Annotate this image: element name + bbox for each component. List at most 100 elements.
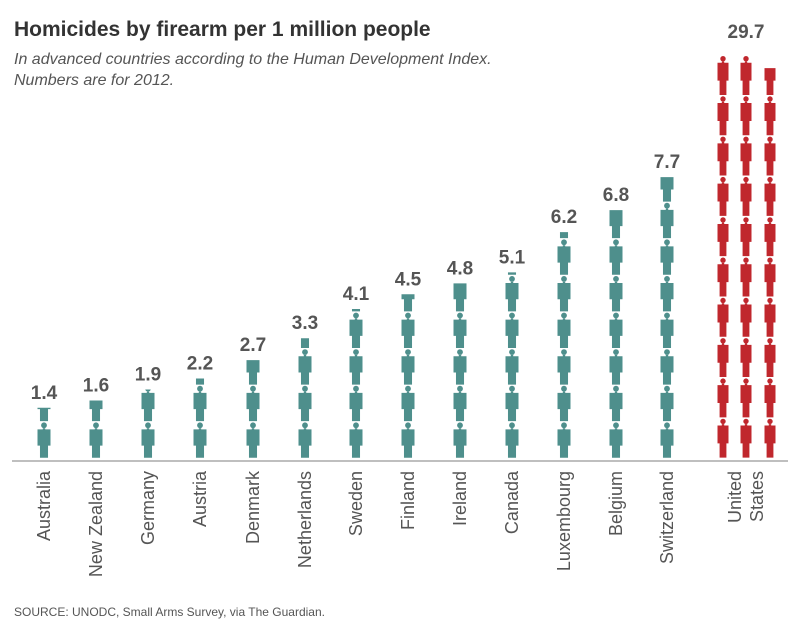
icon-canada-0 bbox=[505, 422, 519, 458]
icon-ireland-1 bbox=[453, 385, 467, 422]
icon-denmark-partial bbox=[246, 360, 260, 385]
icon-switzerland-5 bbox=[660, 239, 674, 275]
icon-finland-1 bbox=[401, 385, 415, 422]
icon-australia-0 bbox=[37, 422, 51, 458]
category-label-netherlands: Netherlands bbox=[295, 471, 315, 568]
bar-austria bbox=[193, 378, 207, 458]
value-label-canada: 5.1 bbox=[499, 247, 526, 268]
icon-us-c1-8 bbox=[740, 96, 752, 136]
category-label-new-zealand: New Zealand bbox=[86, 471, 106, 577]
icon-us-c1-2 bbox=[740, 338, 752, 378]
chart-subtitle-line-2: Numbers are for 2012. bbox=[14, 72, 174, 89]
chart-title: Homicides by firearm per 1 million peopl… bbox=[14, 18, 431, 41]
bar-sweden bbox=[349, 308, 363, 458]
bar-luxembourg bbox=[557, 232, 571, 458]
icon-us-c1-4 bbox=[740, 257, 752, 297]
icon-luxembourg-3 bbox=[557, 312, 571, 348]
icon-ireland-3 bbox=[453, 312, 467, 348]
bar-switzerland bbox=[660, 177, 674, 458]
value-label-germany: 1.9 bbox=[135, 364, 161, 385]
bar-united-states bbox=[717, 56, 776, 458]
icon-belgium-4 bbox=[609, 276, 623, 312]
icon-us-c0-8 bbox=[717, 96, 729, 136]
value-label-netherlands: 3.3 bbox=[292, 313, 318, 334]
icon-sweden-partial bbox=[351, 308, 361, 312]
value-label-belgium: 6.8 bbox=[603, 185, 629, 206]
category-label-germany: Germany bbox=[138, 471, 158, 545]
icon-us-c0-7 bbox=[717, 136, 729, 176]
icon-sweden-2 bbox=[349, 349, 363, 385]
icon-us-c1-9 bbox=[740, 56, 752, 95]
icon-netherlands-2 bbox=[298, 349, 312, 385]
icon-us-c2-1 bbox=[764, 378, 776, 418]
category-label-australia: Australia bbox=[34, 470, 54, 541]
icon-us-c1-1 bbox=[740, 378, 752, 418]
icon-us-c1-0 bbox=[740, 418, 752, 458]
icon-us-c2-0 bbox=[764, 418, 776, 458]
icon-ireland-2 bbox=[453, 349, 467, 385]
icon-us-c1-3 bbox=[740, 297, 752, 337]
icon-us-c2-3 bbox=[764, 297, 776, 337]
icon-belgium-0 bbox=[609, 422, 623, 458]
icon-switzerland-6 bbox=[660, 202, 674, 239]
icon-luxembourg-partial bbox=[559, 232, 569, 239]
icon-us-c1-7 bbox=[740, 136, 752, 176]
plot-area: 1.4 Australia 1.6 New Zealand 1.9 Germany 2.2 A… bbox=[31, 22, 776, 577]
value-label-new-zealand: 1.6 bbox=[83, 375, 109, 396]
icon-finland-partial bbox=[401, 294, 415, 312]
icon-us-c2-8 bbox=[764, 96, 776, 136]
chart-subtitle-line-1: In advanced countries according to the H… bbox=[14, 51, 492, 68]
icon-belgium-partial bbox=[609, 210, 623, 239]
icon-australia-partial bbox=[37, 407, 51, 422]
category-label-belgium: Belgium bbox=[606, 471, 626, 536]
icon-new-zealand-partial bbox=[89, 400, 103, 422]
category-label-denmark: Denmark bbox=[243, 470, 263, 544]
icon-luxembourg-5 bbox=[557, 239, 571, 275]
category-label-finland: Finland bbox=[398, 471, 418, 530]
icon-luxembourg-1 bbox=[557, 385, 571, 422]
bar-germany bbox=[141, 389, 155, 458]
icon-us-c0-5 bbox=[717, 217, 729, 257]
icon-switzerland-partial bbox=[660, 177, 674, 202]
icon-us-c2-5 bbox=[764, 217, 776, 257]
icon-belgium-5 bbox=[609, 239, 623, 275]
category-label-united-states-0: United bbox=[725, 471, 745, 523]
icon-netherlands-1 bbox=[298, 385, 312, 422]
icon-us-c1-6 bbox=[740, 176, 752, 216]
icon-us-c1-5 bbox=[740, 217, 752, 257]
bar-australia bbox=[37, 407, 51, 458]
icon-belgium-1 bbox=[609, 385, 623, 422]
icon-germany-0 bbox=[141, 422, 155, 458]
icon-netherlands-partial bbox=[300, 338, 310, 348]
icon-luxembourg-0 bbox=[557, 422, 571, 458]
icon-us-c2-2 bbox=[764, 338, 776, 378]
icon-austria-0 bbox=[193, 422, 207, 458]
bar-finland bbox=[401, 294, 415, 458]
icon-sweden-3 bbox=[349, 312, 363, 348]
icon-ireland-0 bbox=[453, 422, 467, 458]
category-label-austria: Austria bbox=[190, 470, 210, 527]
icon-us-c0-1 bbox=[717, 378, 729, 418]
icon-belgium-2 bbox=[609, 349, 623, 385]
category-label-ireland: Ireland bbox=[450, 471, 470, 526]
bar-belgium bbox=[609, 210, 623, 458]
icon-sweden-1 bbox=[349, 385, 363, 422]
icon-us-c0-2 bbox=[717, 338, 729, 378]
icon-us-c2-6 bbox=[764, 176, 776, 216]
icon-luxembourg-2 bbox=[557, 349, 571, 385]
value-label-denmark: 2.7 bbox=[240, 335, 266, 356]
icon-denmark-1 bbox=[246, 385, 260, 422]
icon-us-c2-7 bbox=[764, 136, 776, 176]
icon-us-c0-9 bbox=[717, 56, 729, 95]
icon-switzerland-2 bbox=[660, 349, 674, 385]
icon-us-c0-3 bbox=[717, 297, 729, 337]
category-label-united-states-1: States bbox=[747, 471, 767, 522]
category-label-sweden: Sweden bbox=[346, 471, 366, 536]
chart-source: SOURCE: UNODC, Small Arms Survey, via Th… bbox=[14, 605, 325, 619]
icon-us-c0-6 bbox=[717, 176, 729, 216]
category-label-canada: Canada bbox=[502, 470, 522, 534]
category-label-luxembourg: Luxembourg bbox=[554, 471, 574, 571]
value-label-finland: 4.5 bbox=[395, 269, 422, 290]
icon-finland-3 bbox=[401, 312, 415, 348]
value-label-switzerland: 7.7 bbox=[654, 152, 680, 173]
